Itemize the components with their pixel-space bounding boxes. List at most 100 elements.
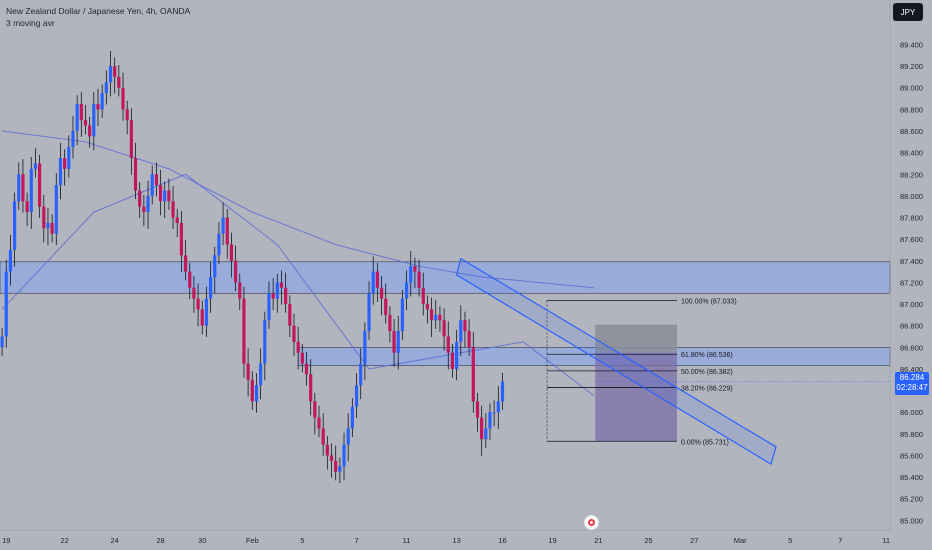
bearish-candle (158, 185, 163, 202)
bearish-candle (83, 120, 88, 126)
bearish-candle (225, 217, 229, 245)
price-tick-label: 86.400 (900, 365, 923, 374)
bearish-candle (121, 87, 125, 110)
bearish-candle (154, 174, 158, 186)
time-tick-label: 7 (838, 536, 842, 545)
bullish-candle (371, 271, 375, 294)
bearish-candle (117, 76, 121, 88)
bullish-candle (254, 385, 259, 402)
fib-level-label: 38.20% (86.229) (681, 385, 733, 392)
bullish-candle (263, 320, 267, 364)
time-tick-label: 25 (644, 536, 652, 545)
time-tick-label: 5 (788, 536, 792, 545)
bearish-candle (467, 331, 471, 348)
price-tick-label: 85.000 (900, 516, 923, 525)
symbol-title[interactable]: New Zealand Dollar / Japanese Yen, 4h, O… (6, 6, 191, 16)
bullish-candle (33, 163, 38, 169)
bearish-candle (450, 352, 455, 369)
currency-button[interactable]: JPY (893, 3, 923, 21)
bearish-candle (421, 287, 425, 305)
price-tick-label: 88.400 (900, 149, 923, 158)
resistance-zone (0, 261, 891, 294)
bearish-candle (167, 190, 171, 202)
price-tick-label: 87.800 (900, 214, 923, 223)
bullish-candle (208, 277, 213, 299)
bearish-candle (438, 314, 442, 321)
bearish-candle (279, 282, 284, 288)
fib-level-label: 61.80% (86.536) (681, 352, 733, 359)
bearish-candle (50, 222, 54, 234)
fib-level-label: 50.00% (86.382) (681, 369, 733, 376)
economic-event-icon[interactable] (584, 515, 599, 530)
price-tick-label: 86.000 (900, 408, 923, 417)
bullish-candle (459, 320, 463, 342)
projection-box-lower (595, 352, 677, 442)
bullish-candle (409, 266, 413, 283)
bullish-candle (8, 249, 13, 272)
bullish-candle (492, 412, 496, 414)
bullish-candle (396, 331, 400, 353)
price-tick-label: 85.600 (900, 451, 923, 460)
bearish-candle (171, 201, 175, 218)
bullish-candle (400, 298, 405, 332)
bullish-candle (259, 363, 263, 386)
bearish-candle (229, 244, 234, 261)
time-tick-label: 28 (156, 536, 164, 545)
bearish-candle (463, 320, 467, 332)
time-tick-label: 24 (111, 536, 119, 545)
price-tick-label: 89.400 (900, 40, 923, 49)
bullish-candle (267, 293, 271, 321)
bearish-candle (42, 206, 46, 229)
bearish-candle (475, 401, 480, 418)
zones (0, 261, 891, 442)
bullish-candle (354, 385, 359, 407)
price-tick-label: 88.600 (900, 127, 923, 136)
time-tick-label: 19 (2, 536, 10, 545)
bullish-candle (342, 444, 346, 467)
bullish-candle (100, 93, 104, 110)
time-tick-label: 11 (403, 536, 411, 545)
bearish-candle (133, 158, 138, 191)
candles (0, 50, 505, 484)
bearish-candle (79, 103, 83, 121)
time-tick-label: Feb (246, 536, 259, 545)
bearish-candle (309, 374, 313, 402)
bullish-candle (163, 190, 167, 202)
bullish-candle (54, 185, 58, 234)
time-tick-label: 30 (198, 536, 206, 545)
bearish-candle (284, 287, 288, 305)
bearish-candle (113, 66, 117, 77)
bullish-candle (488, 412, 492, 429)
price-tick-label: 87.400 (900, 257, 923, 266)
descending-channel (455, 257, 777, 466)
bullish-candle (29, 168, 33, 213)
bearish-candle (288, 304, 292, 326)
bearish-candle (329, 455, 334, 461)
price-tick-label: 88.200 (900, 170, 923, 179)
bearish-candle (325, 444, 329, 456)
bearish-candle (183, 255, 188, 272)
bullish-candle (108, 66, 113, 83)
time-tick-label: 21 (594, 536, 602, 545)
bullish-candle (338, 466, 342, 472)
bullish-candle (500, 381, 505, 402)
bearish-candle (175, 217, 179, 223)
bearish-candle (388, 314, 392, 332)
bullish-candle (146, 195, 150, 213)
moving-average-line (2, 130, 595, 289)
time-tick-label: 27 (690, 536, 698, 545)
bullish-candle (12, 201, 17, 250)
bullish-candle (275, 282, 279, 299)
bearish-candle (321, 428, 325, 445)
bearish-candle (242, 298, 246, 364)
bullish-candle (0, 336, 4, 348)
bearish-candle (442, 320, 446, 337)
bearish-candle (375, 271, 379, 288)
bearish-candle (292, 325, 296, 342)
indicator-label[interactable]: 3 moving avr (6, 18, 55, 28)
bearish-candle (334, 460, 338, 472)
bearish-candle (413, 266, 417, 272)
bullish-candle (359, 363, 363, 386)
